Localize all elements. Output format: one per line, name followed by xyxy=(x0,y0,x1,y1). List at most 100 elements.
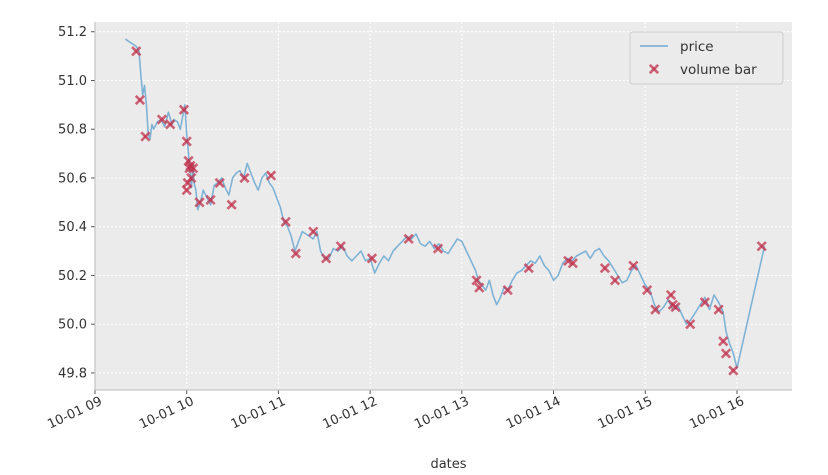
x-axis-title: dates xyxy=(430,457,466,472)
marker-stroke xyxy=(140,131,151,142)
marker-stroke xyxy=(474,282,485,293)
marker-stroke xyxy=(718,336,729,347)
marker-stroke xyxy=(308,226,319,237)
volume-bar-point xyxy=(205,194,216,206)
legend-price-label: price xyxy=(680,39,714,55)
volume-bar-point xyxy=(628,260,639,271)
marker-stroke xyxy=(756,241,767,252)
volume-bar-point xyxy=(474,282,485,293)
marker-stroke xyxy=(502,284,513,296)
volume-bar-point xyxy=(502,284,513,296)
volume-bar-point xyxy=(403,233,414,245)
volume-bar-point xyxy=(239,172,250,184)
legend-box xyxy=(629,31,784,85)
marker-stroke xyxy=(178,104,190,115)
volume-bar-point xyxy=(685,319,696,330)
x-tick-label: 10-01 15 xyxy=(596,394,655,432)
marker-stroke xyxy=(194,197,205,208)
x-tick-label: 10-01 09 xyxy=(45,394,104,432)
x-tick-label: 10-01 11 xyxy=(229,394,288,432)
marker-stroke xyxy=(226,199,237,210)
legend-volume-bar-label: volume bar xyxy=(680,62,757,78)
volume-bar-point xyxy=(432,243,444,254)
marker-stroke xyxy=(188,163,199,174)
x-tick-label: 10-01 16 xyxy=(687,394,746,432)
marker-stroke xyxy=(280,216,291,227)
marker-stroke xyxy=(205,194,216,206)
volume-bar-point xyxy=(320,253,332,264)
marker-stroke xyxy=(290,248,301,259)
marker-stroke xyxy=(165,119,176,130)
series-layer xyxy=(124,38,767,376)
volume-bar-point xyxy=(308,226,319,237)
volume-bar-point xyxy=(641,284,653,296)
legend: price volume bar xyxy=(629,31,784,85)
marker-stroke xyxy=(265,170,277,181)
marker-stroke xyxy=(403,233,414,245)
y-tick-label: 51.0 xyxy=(58,74,87,89)
x-axis: 10-01 09 10-01 10 10-01 11 10-01 12 10-01 13… xyxy=(45,389,792,432)
marker-stroke xyxy=(181,136,192,147)
volume-bar-point xyxy=(728,365,739,376)
marker-stroke xyxy=(432,243,444,254)
volume-bar-point xyxy=(756,241,767,252)
y-tick-label: 49.8 xyxy=(58,366,87,381)
marker-stroke xyxy=(131,46,142,57)
volume-bar-point xyxy=(134,94,146,106)
volume-bar-point xyxy=(156,114,168,125)
volume-bar-point xyxy=(214,177,225,188)
price-line xyxy=(124,38,766,369)
y-tick-label: 50.6 xyxy=(58,171,87,186)
marker-stroke xyxy=(628,260,639,271)
volume-bar-point xyxy=(265,170,277,181)
volume-bar-point xyxy=(720,348,732,359)
volume-bar-point xyxy=(140,131,151,142)
marker-stroke xyxy=(239,172,250,184)
volume-bar-point xyxy=(366,253,378,264)
volume-bar-point xyxy=(699,297,710,308)
marker-stroke xyxy=(134,94,146,106)
marker-stroke xyxy=(699,297,710,308)
volume-bar-point xyxy=(599,263,611,274)
volume-bar-point xyxy=(290,248,301,259)
marker-stroke xyxy=(366,253,378,264)
volume-bar-point xyxy=(181,185,192,196)
marker-stroke xyxy=(728,365,739,376)
marker-stroke xyxy=(641,284,653,296)
volume-bar-point xyxy=(567,258,578,269)
marker-stroke xyxy=(648,63,660,75)
y-tick-label: 50.8 xyxy=(58,123,87,138)
volume-bar-point xyxy=(165,119,176,130)
y-tick-label: 50.0 xyxy=(58,318,87,333)
y-tick-label: 50.2 xyxy=(58,269,87,284)
x-tick-label: 10-01 13 xyxy=(412,394,471,432)
volume-bar-point xyxy=(194,197,205,208)
volume-bar-point xyxy=(650,304,661,315)
volume-bar-point xyxy=(181,136,192,147)
marker-stroke xyxy=(713,304,724,315)
volume-bar-point xyxy=(718,336,729,347)
volume-bar-point xyxy=(523,263,534,274)
volume-bar-point xyxy=(670,302,681,313)
marker-stroke xyxy=(599,263,611,274)
y-axis: 49.8 50.0 50.2 50.4 50.6 50.8 51.0 51.2 xyxy=(58,22,96,390)
volume-bar-point xyxy=(335,241,346,252)
marker-stroke xyxy=(181,185,192,196)
x-tick-label: 10-01 10 xyxy=(137,394,196,432)
marker-stroke xyxy=(335,241,346,252)
volume-bar-point xyxy=(665,289,677,301)
volume-bar-point xyxy=(226,199,237,210)
volume-bar-point xyxy=(280,216,291,227)
marker-stroke xyxy=(214,177,225,188)
x-tick-label: 10-01 14 xyxy=(504,394,563,432)
marker-stroke xyxy=(720,348,732,359)
marker-stroke xyxy=(670,302,681,313)
marker-stroke xyxy=(182,177,193,188)
y-tick-label: 50.4 xyxy=(58,220,87,235)
marker-stroke xyxy=(523,263,534,274)
marker-stroke xyxy=(665,289,677,301)
legend-volume-bar-swatch xyxy=(648,63,660,75)
marker-stroke xyxy=(685,319,696,330)
legend-volume-marker xyxy=(648,63,660,75)
